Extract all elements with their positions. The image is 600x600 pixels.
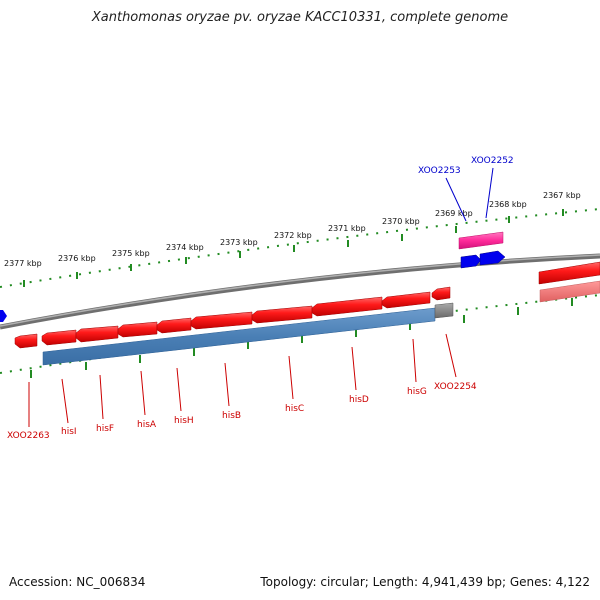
gene-label-xoo2253[interactable]: XOO2253: [418, 166, 461, 176]
gene-label-hisA[interactable]: hisA: [137, 420, 157, 430]
gene-label-xoo2263[interactable]: XOO2263: [7, 431, 50, 441]
kbp-label: 2377 kbp: [4, 259, 42, 268]
gene-xoo2254-feature[interactable]: [431, 286, 451, 301]
gene-label-xoo2252[interactable]: XOO2252: [471, 156, 514, 166]
gene-hisI-feature[interactable]: [41, 329, 77, 346]
gene-hisG-feature[interactable]: [381, 291, 431, 309]
gene-blue-feature-1[interactable]: [460, 254, 482, 269]
kbp-label: 2369 kbp: [435, 209, 473, 218]
operon-bar-end: [434, 302, 454, 319]
gene-connectors-bottom: [28, 333, 457, 427]
genome-summary-text: Topology: circular; Length: 4,941,439 bp…: [260, 575, 590, 589]
gene-label-hisC[interactable]: hisC: [285, 404, 304, 414]
gene-right-forward[interactable]: [538, 261, 600, 285]
gene-xoo2263-feature[interactable]: [14, 333, 38, 349]
map-title: Xanthomonas oryzae pv. oryzae KACC10331,…: [91, 10, 509, 25]
gene-hisC-feature[interactable]: [251, 305, 313, 324]
kbp-label: 2376 kbp: [58, 254, 96, 263]
gene-left-edge-blue[interactable]: [0, 310, 7, 322]
kbp-label: 2371 kbp: [328, 224, 366, 233]
gene-label-hisB[interactable]: hisB: [222, 411, 241, 421]
gene-hisH-feature[interactable]: [156, 317, 192, 334]
gene-xoo2253-feature[interactable]: [458, 231, 504, 250]
gene-hisB-feature[interactable]: [190, 311, 253, 330]
kbp-label: 2370 kbp: [382, 217, 420, 226]
kbp-label: 2375 kbp: [112, 249, 150, 258]
gene-label-hisD[interactable]: hisD: [349, 395, 369, 405]
gene-hisA-feature[interactable]: [117, 321, 158, 338]
operon-bar[interactable]: [42, 307, 436, 366]
gene-label-hisI[interactable]: hisI: [61, 427, 77, 437]
kbp-label: 2374 kbp: [166, 243, 204, 252]
gene-label-hisH[interactable]: hisH: [174, 416, 194, 426]
lower-scale-track: [0, 294, 600, 374]
upper-scale-track: [0, 208, 600, 288]
kbp-label: 2367 kbp: [543, 191, 581, 200]
gene-right-light[interactable]: [539, 280, 600, 303]
gene-connectors-top: [445, 167, 494, 222]
his-operon-genes: [14, 286, 451, 349]
gene-hisD-feature[interactable]: [311, 296, 383, 317]
gene-hisF-feature[interactable]: [75, 325, 119, 343]
kbp-label: 2372 kbp: [274, 231, 312, 240]
gene-label-xoo2254[interactable]: XOO2254: [434, 382, 477, 392]
gene-blue-feature-2[interactable]: [479, 250, 506, 266]
kbp-label: 2373 kbp: [220, 238, 258, 247]
gene-label-hisG[interactable]: hisG: [407, 387, 427, 397]
kbp-label: 2368 kbp: [489, 200, 527, 209]
upper-major-ticks: [23, 209, 564, 287]
gene-labels-top: XOO2253 XOO2252: [418, 156, 514, 176]
kbp-labels: 2377 kbp 2376 kbp 2375 kbp 2374 kbp 2373…: [4, 191, 581, 268]
gene-label-hisF[interactable]: hisF: [96, 424, 114, 434]
genome-backbone: [0, 253, 600, 330]
gene-labels-bottom: XOO2263 hisI hisF hisA hisH hisB hisC hi…: [7, 382, 477, 441]
accession-text: Accession: NC_006834: [9, 575, 146, 589]
